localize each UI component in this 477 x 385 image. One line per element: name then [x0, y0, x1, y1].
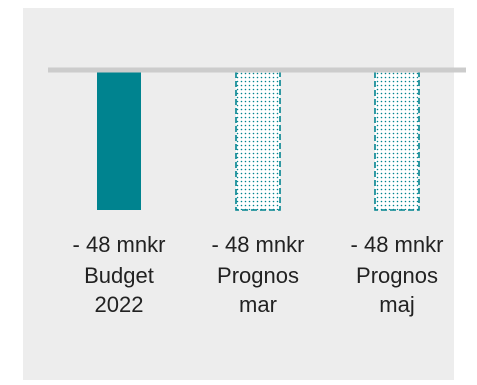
bar-budget-2022: [97, 70, 141, 210]
category-label: Budget: [84, 263, 154, 288]
value-label: - 48 mnkr: [73, 232, 166, 257]
category-label: maj: [379, 292, 414, 317]
category-label: 2022: [95, 292, 144, 317]
category-label: Prognos: [217, 263, 299, 288]
bar-prognos-mar: [235, 69, 281, 211]
category-label: mar: [239, 292, 277, 317]
bar-prognos-maj: [374, 69, 420, 211]
value-label: - 48 mnkr: [351, 232, 444, 257]
value-label: - 48 mnkr: [212, 232, 305, 257]
category-label: Prognos: [356, 263, 438, 288]
